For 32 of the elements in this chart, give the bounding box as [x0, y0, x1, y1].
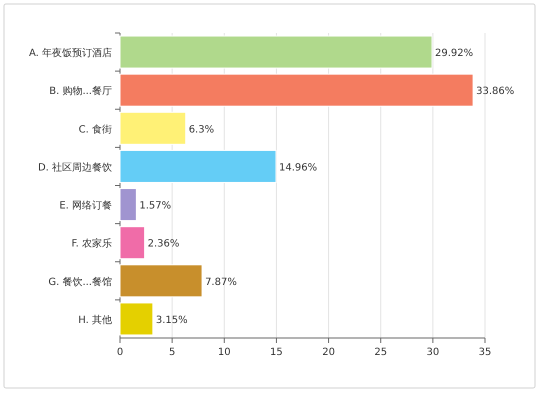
- bar: [120, 226, 146, 260]
- y-tick-label: H. 其他: [78, 314, 112, 326]
- data-label: 33.86%: [476, 86, 514, 98]
- y-tick-label: B. 购物...餐厅: [49, 85, 112, 98]
- bar: [120, 112, 186, 145]
- y-tick-label: D. 社区周边餐饮: [38, 161, 112, 174]
- x-tick-label: 15: [270, 347, 283, 358]
- y-tick-label: A. 年夜饭预订酒店: [28, 47, 112, 60]
- x-tick-label: 30: [426, 347, 440, 358]
- data-label: 1.57%: [139, 200, 172, 212]
- bar: [120, 36, 433, 69]
- bar: [120, 150, 277, 183]
- data-label: 2.36%: [148, 238, 180, 250]
- y-tick-label: F. 农家乐: [71, 238, 112, 250]
- y-tick-label: G. 餐饮...餐馆: [48, 276, 112, 288]
- x-tick-label: 35: [478, 347, 492, 358]
- data-label: 29.92%: [435, 48, 474, 60]
- x-tick-label: 20: [322, 347, 335, 358]
- data-label: 7.87%: [205, 276, 237, 288]
- bar: [120, 302, 154, 336]
- y-tick-label: C. 食街: [78, 123, 112, 136]
- bar: [120, 188, 137, 222]
- y-tick-label: E. 网络订餐: [59, 200, 112, 212]
- bar: [120, 74, 474, 107]
- x-tick-label: 10: [218, 347, 231, 358]
- x-tick-label: 5: [168, 347, 176, 358]
- x-tick-label: 0: [116, 347, 124, 358]
- data-label: 14.96%: [279, 162, 318, 174]
- bar: [120, 264, 203, 298]
- data-label: 3.15%: [156, 314, 188, 326]
- data-label: 6.3%: [188, 124, 214, 136]
- x-tick-label: 25: [374, 347, 388, 358]
